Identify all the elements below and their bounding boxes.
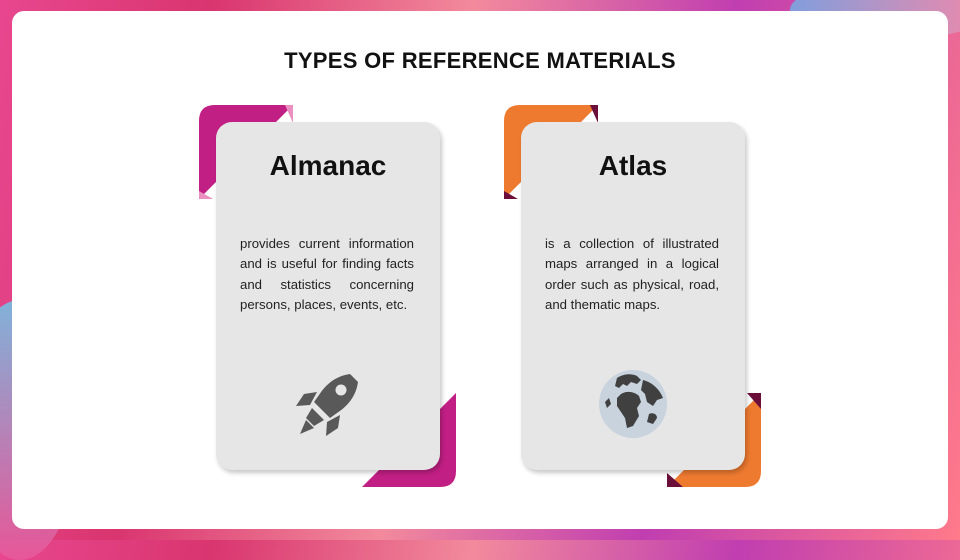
- globe-icon: [599, 370, 667, 438]
- almanac-card: Almanac provides current information and…: [199, 105, 459, 487]
- slide-title: TYPES OF REFERENCE MATERIALS: [284, 48, 676, 73]
- card-heading: Almanac: [269, 150, 387, 181]
- card-heading: Atlas: [598, 150, 668, 181]
- atlas-card-panel: Atlas is a collection of illustrated map…: [521, 122, 745, 470]
- slide-panel: [12, 11, 948, 529]
- card-description: is a collection of illustrated maps arra…: [545, 236, 719, 313]
- atlas-card: Atlas is a collection of illustrated map…: [504, 105, 764, 487]
- card-description: provides current information and is usef…: [240, 236, 414, 313]
- almanac-card-panel: Almanac provides current information and…: [216, 122, 440, 470]
- rocket-icon: [296, 374, 358, 436]
